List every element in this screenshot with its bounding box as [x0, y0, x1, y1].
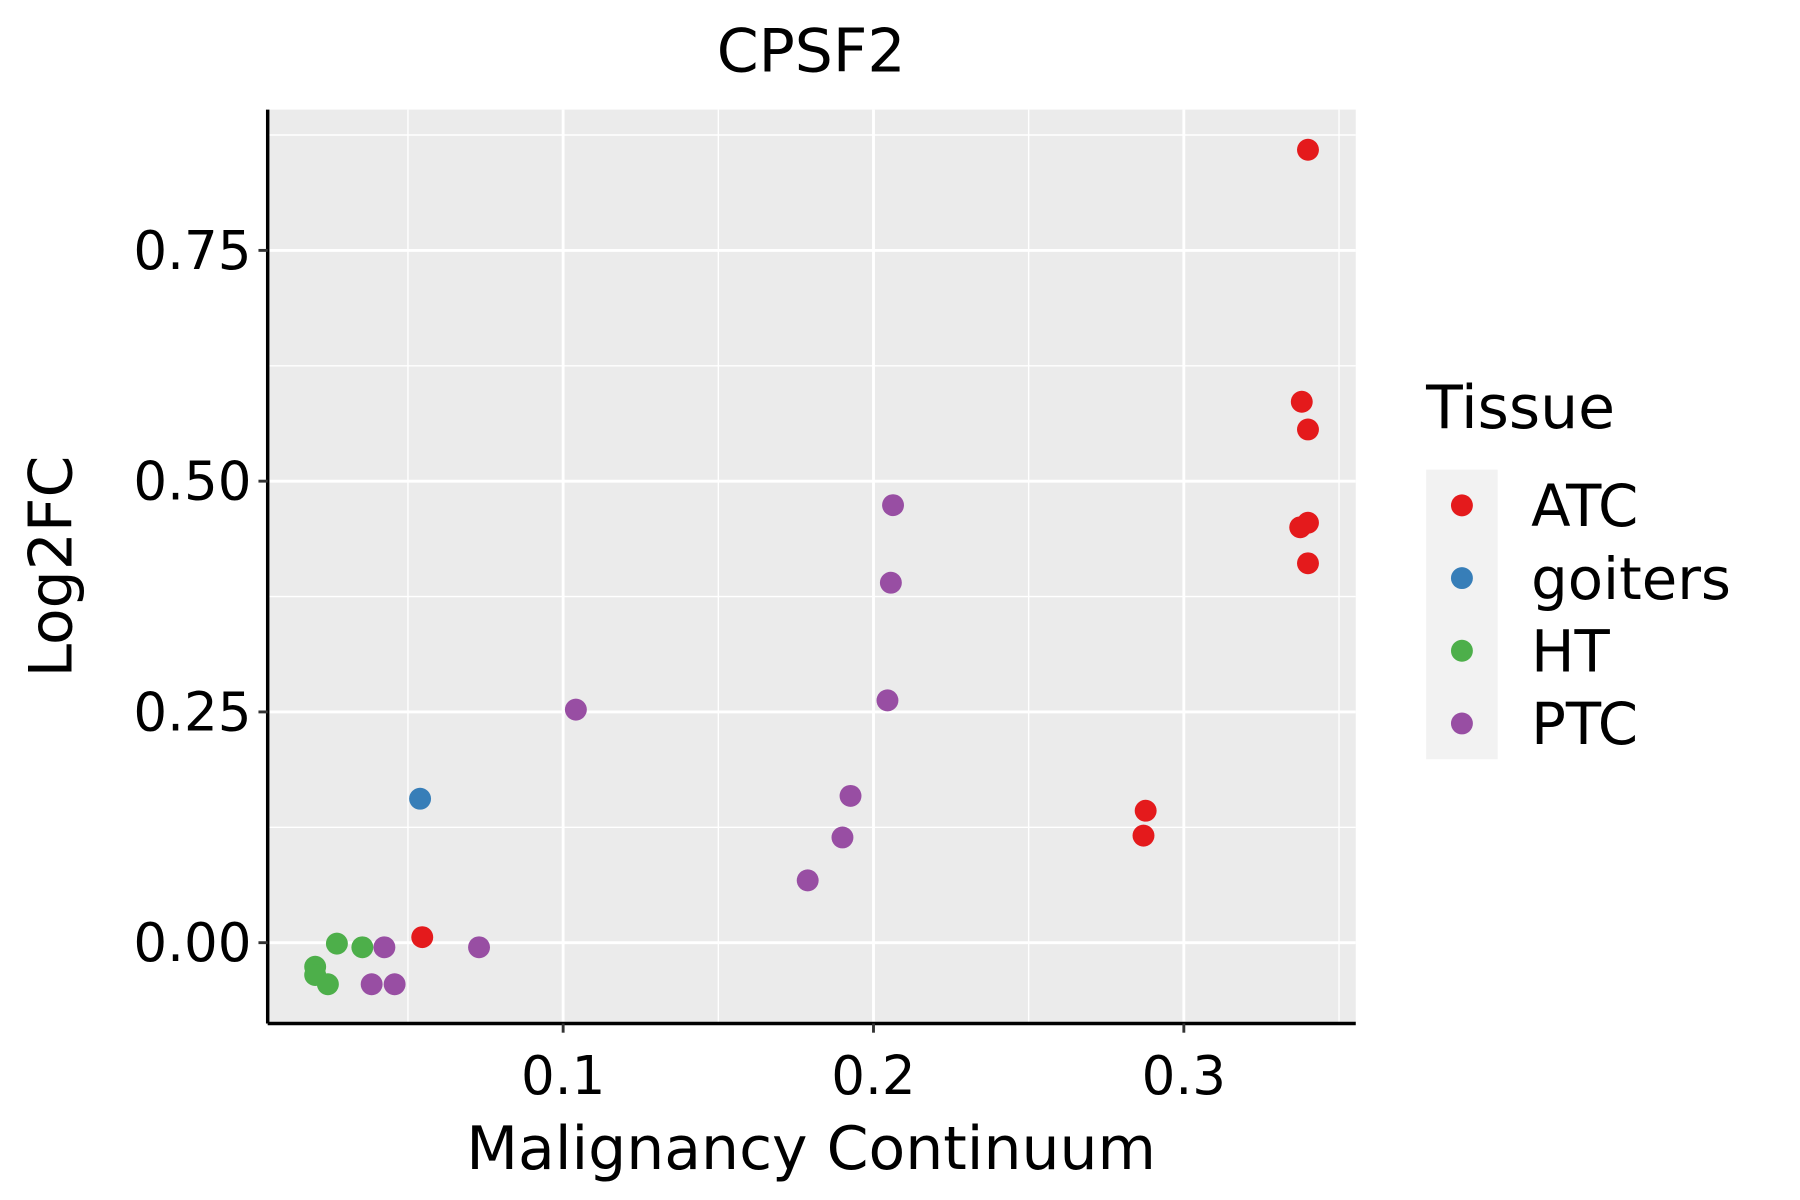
data-point-ht [351, 936, 374, 959]
data-point-ptc [383, 973, 406, 996]
data-point-ptc [360, 973, 383, 996]
y-axis-title: Log2FC [17, 456, 87, 678]
data-point-ptc [564, 698, 587, 721]
y-tick-label: 0.75 [133, 220, 251, 282]
data-point-ptc [882, 494, 905, 517]
data-point-ptc [876, 689, 899, 712]
x-axis-title: Malignancy Continuum [466, 1114, 1156, 1184]
gridlines [267, 109, 1356, 1024]
data-points [304, 138, 1319, 996]
legend-key-ht [1450, 639, 1473, 662]
x-tick-label: 0.2 [831, 1045, 915, 1107]
y-tick-label: 0.25 [133, 681, 251, 743]
legend-key-ptc [1450, 712, 1473, 735]
data-point-ptc [796, 869, 819, 892]
data-point-atc [1290, 390, 1313, 413]
data-point-ht [325, 932, 348, 955]
data-point-atc [1132, 824, 1155, 847]
data-point-ht [316, 973, 339, 996]
x-tick-label: 0.3 [1142, 1045, 1226, 1107]
legend-key-atc [1450, 494, 1473, 517]
legend-title: Tissue [1425, 373, 1615, 443]
data-point-ptc [831, 826, 854, 849]
axis-ticks: 0.1 0.2 0.3 0.00 0.25 0.50 0.75 [133, 220, 1226, 1107]
legend-key-background [1426, 469, 1498, 760]
legend-label-atc: ATC [1531, 472, 1638, 540]
data-point-atc [411, 926, 434, 949]
chart-title: CPSF2 [717, 17, 906, 87]
data-point-atc [1297, 138, 1319, 161]
x-tick-label: 0.1 [521, 1045, 605, 1107]
data-point-goiters [409, 787, 432, 810]
data-point-atc [1297, 552, 1319, 575]
data-point-atc [1134, 799, 1157, 822]
data-point-atc [1297, 511, 1319, 534]
data-point-ptc [373, 936, 396, 959]
data-point-ptc [839, 784, 862, 807]
y-tick-label: 0.00 [133, 912, 251, 974]
legend-label-ht: HT [1531, 618, 1610, 686]
data-point-ptc [879, 571, 902, 594]
legend-label-ptc: PTC [1531, 690, 1638, 758]
y-tick-label: 0.50 [133, 451, 251, 513]
legend-key-goiters [1450, 567, 1473, 590]
legend-label-goiters: goiters [1531, 545, 1731, 613]
data-point-atc [1297, 418, 1319, 441]
data-point-ptc [468, 936, 491, 959]
